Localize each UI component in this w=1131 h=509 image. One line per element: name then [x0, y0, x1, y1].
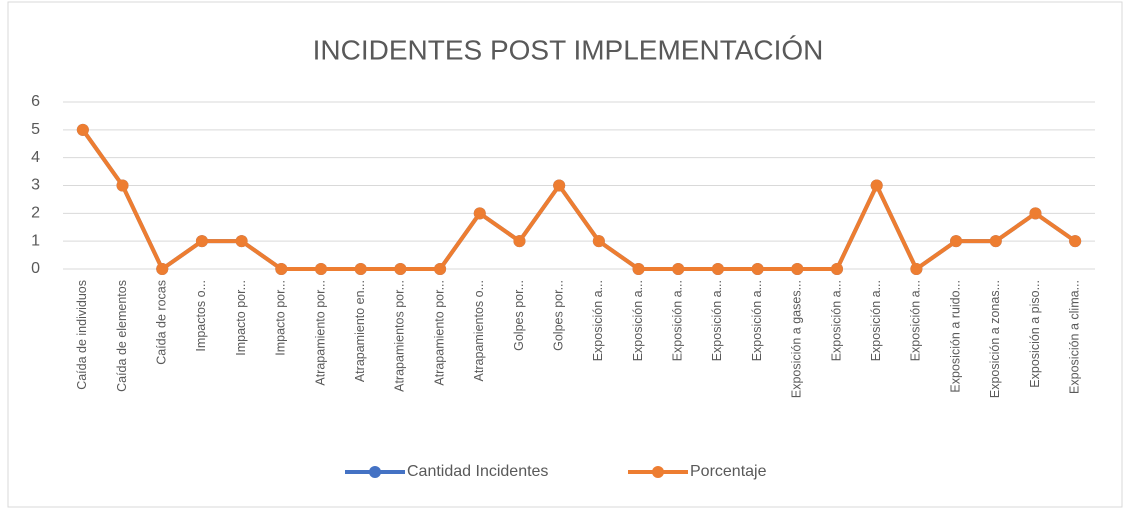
x-tick-label: Exposición a piso...: [1028, 280, 1042, 388]
point: [76, 123, 89, 136]
x-tick-label: Caída de elementos: [115, 280, 129, 392]
x-tick-label: Exposición a...: [671, 280, 685, 361]
chart-frame: [7, 1, 1123, 508]
point: [910, 263, 923, 275]
x-tick-label: Exposición a...: [710, 280, 724, 361]
legend-marker: [652, 466, 664, 478]
point: [1029, 207, 1042, 220]
y-tick-label: 1: [31, 232, 40, 249]
point: [354, 263, 367, 275]
y-tick-label: 6: [31, 93, 40, 110]
point: [870, 179, 883, 192]
point: [989, 235, 1002, 248]
point: [632, 263, 645, 275]
legend-marker: [369, 466, 381, 478]
point: [394, 263, 407, 275]
point: [592, 235, 605, 248]
x-tick-label: Caída de rocas: [155, 280, 169, 365]
y-tick-label: 0: [31, 260, 40, 277]
y-tick-label: 4: [31, 149, 40, 166]
x-tick-label: Golpes por...: [551, 280, 565, 351]
x-tick-label: Exposición a gases...: [790, 280, 804, 398]
x-tick-label: Golpes por...: [512, 280, 526, 351]
y-tick-label: 5: [31, 121, 40, 138]
point: [235, 235, 248, 248]
y-tick-label: 2: [31, 205, 40, 222]
point: [672, 263, 685, 275]
point: [950, 235, 963, 248]
x-tick-label: Atrapamiento en...: [353, 280, 367, 382]
x-tick-label: Exposición a...: [591, 280, 605, 361]
x-tick-label: Atrapamientos por...: [393, 280, 407, 392]
point: [711, 263, 724, 275]
point: [434, 263, 447, 275]
point: [156, 263, 169, 275]
x-tick-label: Atrapamientos o...: [472, 280, 486, 381]
x-tick-label: Caída de individuos: [75, 280, 89, 390]
point: [1069, 235, 1082, 248]
x-tick-label: Exposición a...: [869, 280, 883, 361]
x-tick-label: Impacto por...: [234, 280, 248, 356]
legend-label: Cantidad Incidentes: [407, 463, 548, 480]
point: [195, 235, 208, 248]
series-line: [81, 128, 1077, 271]
point: [831, 263, 843, 275]
x-tick-label: Atrapamiento por...: [432, 280, 446, 386]
point: [275, 263, 288, 275]
point: [513, 235, 526, 248]
x-tick-label: Exposición a ruido...: [948, 280, 962, 393]
point: [473, 207, 486, 220]
x-tick-label: Impacto por...: [274, 280, 288, 356]
y-tick-label: 3: [31, 177, 40, 194]
x-tick-label: Exposición a clima...: [1067, 280, 1081, 394]
x-tick-label: Impactos o...: [194, 280, 208, 352]
point: [791, 263, 804, 275]
point: [751, 263, 764, 275]
x-tick-label: Exposición a...: [631, 280, 645, 361]
x-tick-label: Exposición a...: [909, 280, 923, 361]
legend-label: Porcentaje: [690, 463, 767, 480]
x-tick-label: Atrapamiento por...: [313, 280, 327, 386]
chart-title: INCIDENTES POST IMPLEMENTACIÓN: [313, 34, 824, 65]
point: [553, 179, 566, 192]
x-tick-label: Exposición a zonas...: [988, 280, 1002, 398]
point: [116, 179, 129, 192]
x-tick-label: Exposición a...: [829, 280, 843, 361]
point: [315, 263, 327, 275]
x-tick-label: Exposición a...: [750, 280, 764, 361]
